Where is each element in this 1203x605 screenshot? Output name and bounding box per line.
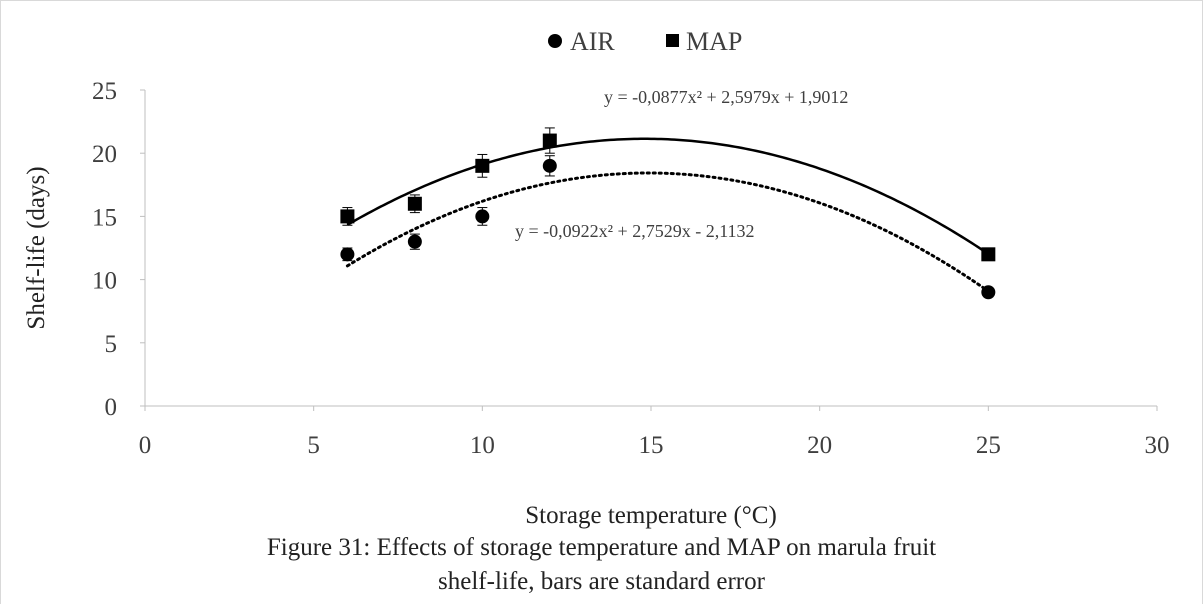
point-air [542, 158, 557, 173]
trendlines [345, 137, 990, 293]
figure-caption-line-1: Figure 31: Effects of storage temperatur… [266, 534, 937, 561]
legend-label-map: MAP [686, 27, 742, 56]
x-tick-label: 15 [639, 432, 664, 459]
x-tick-label: 30 [1145, 432, 1170, 459]
legend-marker-map [666, 34, 679, 47]
y-tick-label: 25 [92, 78, 117, 105]
y-tick-label: 5 [105, 331, 118, 358]
point-map [475, 158, 490, 173]
point-map [981, 247, 996, 262]
trendline-air [345, 171, 990, 293]
point-map [542, 133, 557, 148]
x-axis-title: Storage temperature (°C) [525, 502, 777, 529]
point-air [340, 247, 355, 262]
point-air [475, 209, 490, 224]
y-tick-label: 15 [92, 204, 117, 231]
axes: 0 5 10 15 20 25 30 0 5 10 15 20 25 Storage temperatur… [23, 78, 1170, 529]
equation-label-air: y = -0,0922x² + 2,7529x - 2,1132 [515, 221, 755, 241]
x-tick-label: 0 [139, 432, 152, 459]
trendline-map [346, 137, 990, 255]
point-map [407, 196, 422, 211]
y-tick-label: 0 [105, 394, 118, 421]
equation-label-map: y = -0,0877x² + 2,5979x + 1,9012 [604, 87, 848, 107]
legend-label-air: AIR [570, 27, 615, 56]
point-air [981, 285, 996, 300]
x-tick-label: 25 [976, 432, 1001, 459]
point-air [407, 234, 422, 249]
y-axis-title: Shelf-life (days) [23, 166, 50, 329]
labels: y = -0,0877x² + 2,5979x + 1,9012 y = -0,0… [515, 87, 848, 241]
y-tick-label: 10 [92, 268, 117, 295]
y-tick-label: 20 [92, 141, 117, 168]
point-map [340, 209, 355, 224]
legend-marker-air [548, 34, 562, 48]
figure-caption-line-2: shelf-life, bars are standard error [438, 568, 765, 595]
data-points [340, 133, 996, 300]
legend: AIR MAP [548, 27, 742, 56]
x-tick-label: 10 [470, 432, 495, 459]
error-bars [342, 127, 994, 297]
x-tick-label: 20 [807, 432, 832, 459]
x-tick-label: 5 [307, 432, 320, 459]
